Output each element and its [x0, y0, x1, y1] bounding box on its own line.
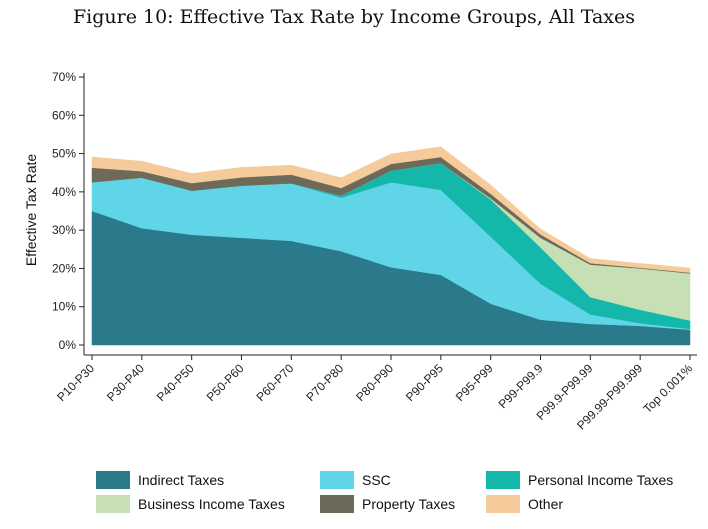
- legend-swatch-indirect-taxes: [96, 471, 130, 489]
- y-axis-title: Effective Tax Rate: [23, 154, 39, 267]
- x-tick-label: P10-P30: [54, 361, 97, 404]
- x-tick-label: P50-P60: [204, 361, 247, 404]
- legend-label-ssc: SSC: [362, 472, 391, 488]
- legend-label-other: Other: [528, 496, 563, 512]
- chart-title: Figure 10: Effective Tax Rate by Income …: [72, 6, 636, 28]
- y-tick-label: 40%: [52, 185, 76, 199]
- legend-swatch-business-income-taxes: [96, 495, 130, 513]
- legend-label-personal-income-taxes: Personal Income Taxes: [528, 472, 673, 488]
- x-axis: P10-P30 P30-P40 P40-P50 P50-P60 P60-P70 P70-P…: [54, 354, 697, 432]
- legend-swatch-property-taxes: [320, 495, 354, 513]
- y-tick-label: 60%: [52, 108, 76, 122]
- x-tick-label: P95-P99: [453, 361, 496, 404]
- y-tick-label: 50%: [52, 147, 76, 161]
- x-tick-label: Top 0.001%: [640, 361, 695, 416]
- x-tick-label: P60-P70: [254, 361, 297, 404]
- y-tick-label: 30%: [52, 223, 76, 237]
- legend-label-indirect-taxes: Indirect Taxes: [138, 472, 224, 488]
- legend: Indirect Taxes SSC Personal Income Taxes Bu…: [96, 471, 673, 513]
- legend-swatch-other: [486, 495, 520, 513]
- y-tick-label: 20%: [52, 261, 76, 275]
- area-layers: [91, 146, 691, 346]
- y-tick-label: 70%: [52, 70, 76, 84]
- legend-swatch-personal-income-taxes: [486, 471, 520, 489]
- x-tick-label: P90-P95: [403, 361, 446, 404]
- legend-label-business-income-taxes: Business Income Taxes: [138, 496, 285, 512]
- legend-label-property-taxes: Property Taxes: [362, 496, 455, 512]
- x-tick-label: P80-P90: [353, 361, 396, 404]
- y-tick-label: 0%: [59, 338, 77, 352]
- area-other: [91, 146, 691, 273]
- legend-swatch-ssc: [320, 471, 354, 489]
- y-axis: 0% 10% 20% 30% 40% 50% 60% 70%: [52, 70, 85, 355]
- y-tick-label: 10%: [52, 300, 76, 314]
- x-tick-label: P99-P99.9: [496, 361, 546, 411]
- x-tick-label: P70-P80: [303, 361, 346, 404]
- x-tick-label: P30-P40: [104, 361, 147, 404]
- x-tick-label: P40-P50: [154, 361, 197, 404]
